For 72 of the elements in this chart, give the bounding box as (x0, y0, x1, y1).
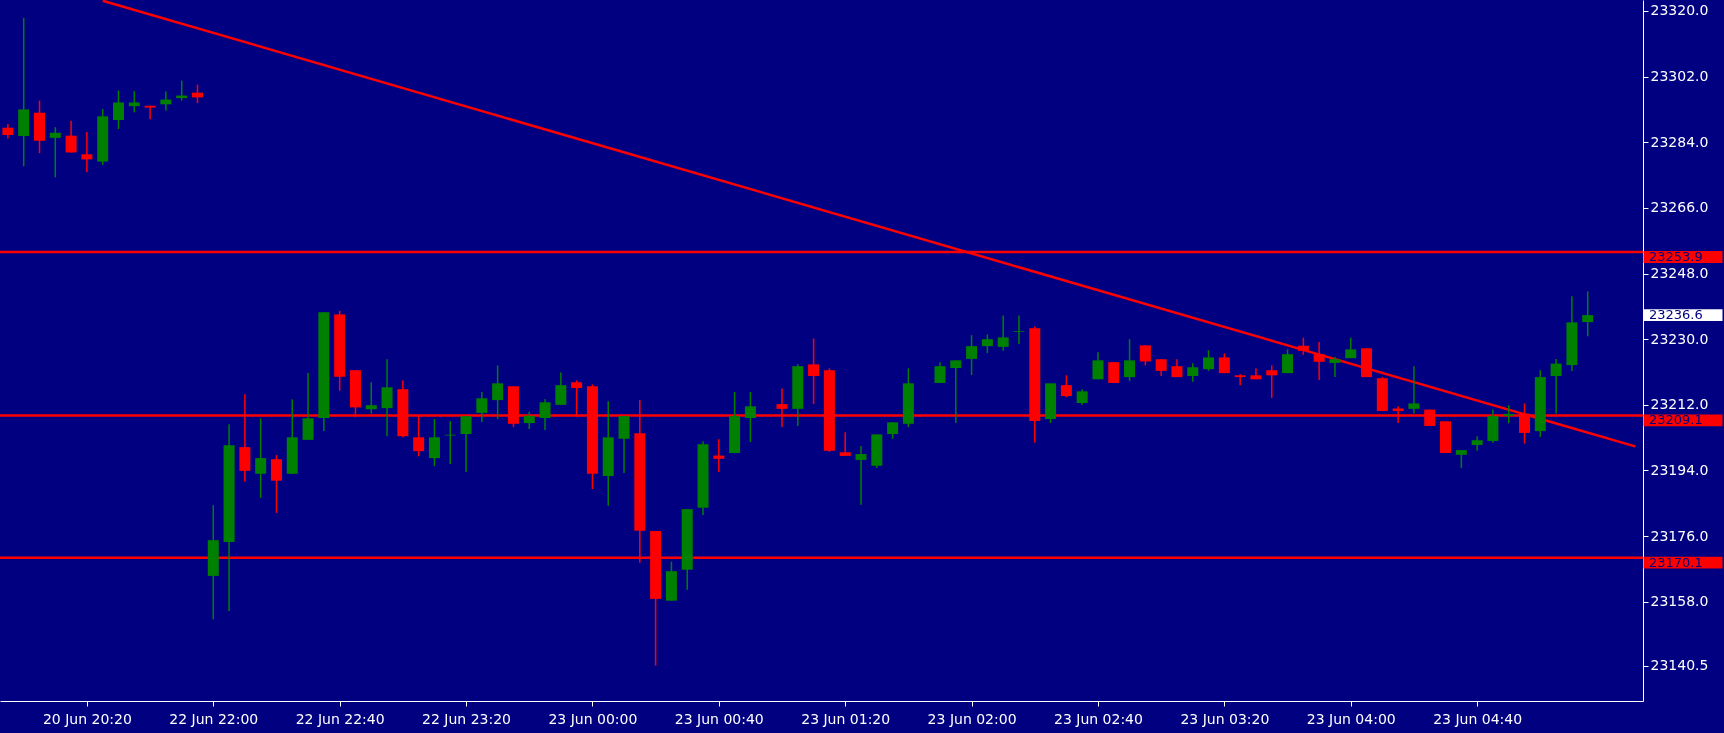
candlestick (1060, 374, 1072, 398)
x-tick-label: 23 Jun 02:40 (1054, 710, 1143, 727)
candlestick (81, 131, 93, 173)
candlestick (112, 89, 124, 130)
candlestick (1329, 356, 1341, 378)
ref-line-label: 23253.9 (1649, 249, 1703, 265)
y-tick-label: 23158.0 (1650, 593, 1709, 610)
candlestick (428, 418, 440, 467)
candlestick (302, 372, 314, 441)
y-tick-label: 23266.0 (1650, 199, 1709, 216)
candlestick (128, 90, 140, 114)
candlestick (144, 105, 156, 121)
candlestick (1187, 362, 1199, 383)
x-tick-label: 23 Jun 00:40 (674, 710, 764, 727)
y-tick-label: 23284.0 (1650, 133, 1709, 150)
candlestick (1503, 404, 1515, 425)
x-tick-label: 22 Jun 22:00 (169, 710, 259, 727)
candlestick (381, 358, 393, 437)
candlestick (555, 371, 567, 406)
candlestick (1092, 351, 1104, 381)
candlestick (1582, 290, 1594, 338)
candlestick (65, 119, 77, 154)
x-tick-label: 23 Jun 01:20 (801, 710, 891, 727)
y-tick-label: 23248.0 (1650, 265, 1709, 282)
candlestick (1408, 365, 1420, 415)
candlestick (49, 126, 61, 179)
candlestick (1471, 435, 1483, 452)
x-tick-label: 23 Jun 04:40 (1433, 710, 1523, 727)
x-tick-label: 23 Jun 02:00 (927, 710, 1017, 727)
candlestick (492, 364, 504, 420)
candlestick (1550, 358, 1562, 415)
y-tick-label: 23140.5 (1650, 657, 1709, 674)
candlestick (1234, 373, 1246, 386)
candlestick (618, 415, 630, 474)
y-tick-label: 23320.0 (1650, 2, 1709, 19)
candlestick (1203, 349, 1215, 372)
candlestick (1266, 364, 1278, 399)
candlestick (934, 361, 946, 384)
x-tick-label: 20 Jun 20:20 (42, 710, 132, 727)
candlestick (997, 314, 1009, 352)
y-tick-label: 23302.0 (1650, 68, 1709, 85)
y-tick-label: 23230.0 (1650, 330, 1709, 347)
candlestick (1124, 338, 1136, 382)
candlestick (476, 391, 488, 423)
x-tick-label: 23 Jun 04:00 (1306, 710, 1396, 727)
ref-line-label: 23209.1 (1649, 412, 1703, 428)
candlestick (255, 417, 267, 499)
y-tick-label: 23176.0 (1650, 527, 1709, 544)
candlestick (950, 359, 962, 424)
candlestick (808, 337, 820, 405)
candlestick (365, 381, 377, 415)
candlestick (744, 391, 756, 443)
candlestick (1139, 344, 1151, 367)
candlestick (1108, 361, 1120, 384)
candlestick (966, 334, 978, 376)
ref-line-label: 23170.1 (1649, 554, 1703, 570)
x-tick-label: 22 Jun 22:40 (295, 710, 385, 727)
candlestick (839, 431, 851, 457)
candlestick (981, 333, 993, 354)
candlestick (855, 445, 867, 506)
x-tick-label: 23 Jun 03:20 (1180, 710, 1270, 727)
x-tick-label: 22 Jun 23:20 (422, 710, 512, 727)
candlestick (270, 454, 282, 514)
candlestick (713, 438, 725, 473)
candlestick (460, 415, 472, 473)
candlestick (1013, 314, 1025, 345)
text: 23236.6 (1649, 307, 1703, 323)
candlestick (539, 398, 551, 431)
candlestick (1313, 341, 1325, 381)
y-tick-label: 23212.0 (1650, 396, 1709, 413)
x-tick-label: 23 Jun 00:00 (548, 710, 638, 727)
y-tick-label: 23194.0 (1650, 461, 1709, 478)
